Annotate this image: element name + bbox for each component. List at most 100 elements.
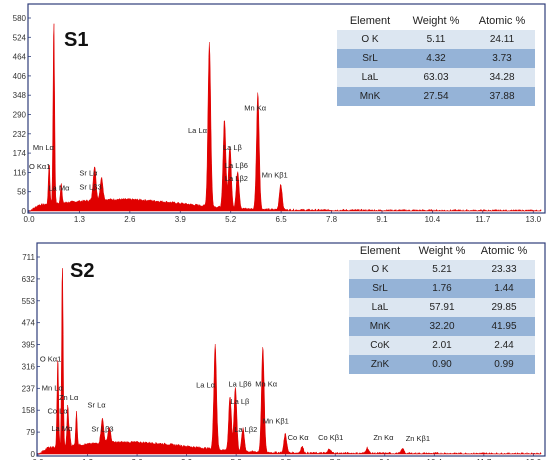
peak-label: O Kα1 [40, 354, 61, 363]
table-cell-atomic: 41.95 [473, 317, 535, 336]
table-row: MnK 32.20 41.95 [349, 317, 535, 336]
x-tick-label: 3.9 [181, 458, 193, 460]
spectrum-area [28, 23, 542, 212]
y-tick-label: 0 [22, 207, 27, 216]
table-row: O K 5.21 23.33 [349, 260, 535, 279]
peak-label: La Lβ [223, 143, 243, 152]
table-cell-atomic: 0.99 [473, 355, 535, 374]
table-row: O K 5.11 24.11 [337, 30, 535, 49]
peak-label: La Lα [188, 126, 208, 135]
table-cell-weight: 4.32 [403, 49, 469, 68]
table-header-weight: Weight % [418, 245, 466, 257]
table-header-atomic: Atomic % [478, 15, 526, 27]
y-tick-label: 174 [13, 149, 27, 158]
table-cell-element: LaL [337, 68, 403, 87]
y-tick-label: 632 [22, 275, 36, 284]
eds-table-s2: Element Weight % Atomic % O K 5.21 23.33… [349, 242, 535, 374]
x-tick-label: 5.2 [231, 458, 243, 460]
sample-label: S2 [70, 260, 94, 282]
sample-label: S1 [64, 29, 88, 51]
y-tick-label: 711 [22, 253, 35, 262]
peak-label: La Mα [48, 183, 70, 192]
x-tick-label: 6.5 [276, 215, 288, 224]
table-cell-element: O K [349, 260, 411, 279]
y-tick-label: 524 [13, 33, 27, 42]
spectrum-area [37, 267, 542, 455]
y-tick-label: 553 [22, 297, 36, 306]
peak-label: Co Lα [48, 406, 69, 415]
x-tick-label: 6.5 [280, 458, 292, 460]
table-cell-weight: 32.20 [411, 317, 473, 336]
table-cell-weight: 0.90 [411, 355, 473, 374]
table-cell-weight: 63.03 [403, 68, 469, 87]
table-cell-element: LaL [349, 298, 411, 317]
table-cell-atomic: 23.33 [473, 260, 535, 279]
peak-label: Sr Lβ3 [91, 424, 113, 433]
x-tick-label: 11.7 [476, 458, 492, 460]
table-cell-atomic: 2.44 [473, 336, 535, 355]
y-tick-label: 232 [13, 130, 27, 139]
y-tick-label: 406 [13, 72, 27, 81]
peak-label: La Lα [196, 381, 216, 390]
table-cell-atomic: 29.85 [473, 298, 535, 317]
x-tick-label: 5.2 [225, 215, 237, 224]
table-cell-atomic: 34.28 [469, 68, 535, 87]
table-header-atomic: Atomic % [480, 245, 528, 257]
y-tick-label: 58 [17, 188, 26, 197]
x-tick-label: 0.0 [32, 458, 44, 460]
y-tick-label: 0 [31, 450, 36, 459]
table-header-element: Element [349, 15, 391, 27]
x-tick-label: 1.3 [74, 215, 86, 224]
peak-label: La Mα [51, 424, 73, 433]
peak-label: Mn Kα [255, 380, 278, 389]
x-tick-label: 10.4 [427, 458, 443, 460]
table-cell-weight: 1.76 [411, 279, 473, 298]
table-row: ZnK 0.90 0.99 [349, 355, 535, 374]
y-tick-label: 464 [13, 53, 27, 62]
table-cell-atomic: 24.11 [469, 30, 535, 49]
peak-label: La Lβ [230, 397, 250, 406]
table-cell-atomic: 3.73 [469, 49, 535, 68]
x-tick-label: 7.8 [326, 215, 338, 224]
x-tick-label: 9.1 [379, 458, 391, 460]
peak-label: Zn Lα [59, 393, 79, 402]
table-cell-weight: 57.91 [411, 298, 473, 317]
table-cell-element: MnK [337, 87, 403, 106]
table-cell-weight: 27.54 [403, 87, 469, 106]
y-tick-label: 158 [22, 406, 36, 415]
peak-label: Mn Lα [33, 143, 55, 152]
peak-label: Mn Kβ1 [262, 170, 288, 179]
y-tick-label: 237 [22, 384, 36, 393]
peak-label: Mn Lα [42, 383, 64, 392]
peak-label: Sr Lα [88, 401, 107, 410]
table-cell-element: SrL [349, 279, 411, 298]
peak-label: La Lβ2 [234, 425, 257, 434]
table-row: LaL 57.91 29.85 [349, 298, 535, 317]
table-cell-element: O K [337, 30, 403, 49]
x-tick-label: 2.6 [124, 215, 136, 224]
table-cell-atomic: 1.44 [473, 279, 535, 298]
peak-label: Sr Lβ3 [79, 182, 101, 191]
y-tick-label: 348 [13, 91, 27, 100]
peak-label: Co Kβ1 [318, 433, 343, 442]
x-tick-label: 11.7 [475, 215, 491, 224]
table-row: SrL 1.76 1.44 [349, 279, 535, 298]
y-tick-label: 395 [22, 341, 36, 350]
x-tick-label: 3.9 [175, 215, 187, 224]
peak-label: La Lβ2 [225, 174, 248, 183]
table-cell-weight: 2.01 [411, 336, 473, 355]
x-tick-label: 7.8 [330, 458, 342, 460]
peak-label: La Lβ6 [225, 161, 248, 170]
x-tick-label: 0.0 [23, 215, 35, 224]
table-cell-element: CoK [349, 336, 411, 355]
table-cell-weight: 5.11 [403, 30, 469, 49]
peak-label: Sr Lα [79, 169, 98, 178]
peak-label: Mn Kβ1 [263, 417, 289, 426]
table-row: MnK 27.54 37.88 [337, 87, 535, 106]
y-tick-label: 474 [22, 319, 36, 328]
table-cell-atomic: 37.88 [469, 87, 535, 106]
y-tick-label: 290 [13, 111, 27, 120]
y-tick-label: 580 [13, 14, 27, 23]
x-tick-label: 1.3 [82, 458, 94, 460]
